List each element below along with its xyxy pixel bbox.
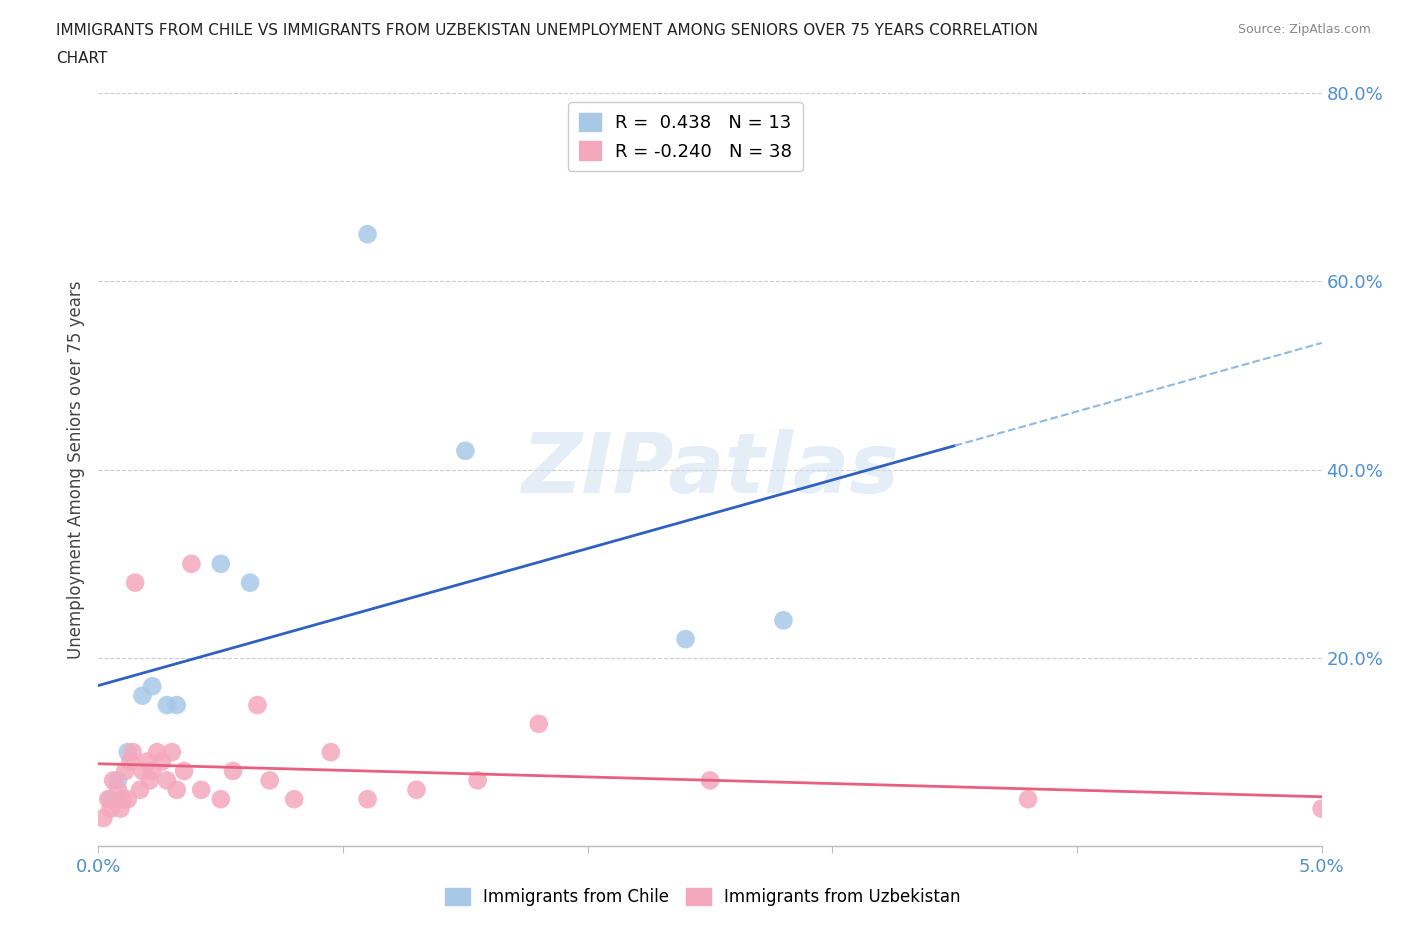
Point	[156, 698, 179, 712]
Point	[117, 745, 139, 760]
Text: CHART: CHART	[56, 51, 108, 66]
Point	[160, 745, 183, 760]
Point	[222, 764, 245, 778]
Point	[111, 791, 134, 806]
Point	[239, 575, 262, 591]
Point	[110, 802, 132, 817]
Point	[527, 716, 550, 731]
Point	[283, 791, 305, 806]
Point	[209, 791, 232, 806]
Y-axis label: Unemployment Among Seniors over 75 years: Unemployment Among Seniors over 75 years	[66, 281, 84, 658]
Point	[454, 444, 477, 458]
Point	[117, 791, 139, 806]
Point	[139, 773, 162, 788]
Point	[100, 791, 122, 806]
Point	[136, 754, 159, 769]
Text: ZIPatlas: ZIPatlas	[522, 429, 898, 511]
Point	[101, 773, 124, 788]
Point	[1310, 802, 1333, 817]
Point	[141, 679, 163, 694]
Point	[131, 688, 153, 703]
Text: Source: ZipAtlas.com: Source: ZipAtlas.com	[1237, 23, 1371, 36]
Point	[131, 764, 153, 778]
Legend: Immigrants from Chile, Immigrants from Uzbekistan: Immigrants from Chile, Immigrants from U…	[439, 881, 967, 912]
Point	[356, 791, 378, 806]
Point	[150, 754, 173, 769]
Point	[107, 773, 129, 788]
Point	[772, 613, 794, 628]
Point	[1017, 791, 1039, 806]
Point	[173, 764, 195, 778]
Point	[246, 698, 269, 712]
Text: IMMIGRANTS FROM CHILE VS IMMIGRANTS FROM UZBEKISTAN UNEMPLOYMENT AMONG SENIORS O: IMMIGRANTS FROM CHILE VS IMMIGRANTS FROM…	[56, 23, 1038, 38]
Legend: R =  0.438   N = 13, R = -0.240   N = 38: R = 0.438 N = 13, R = -0.240 N = 38	[568, 102, 803, 171]
Point	[356, 227, 378, 242]
Point	[107, 782, 129, 797]
Point	[166, 698, 188, 712]
Point	[141, 764, 163, 778]
Point	[114, 764, 136, 778]
Point	[129, 782, 152, 797]
Point	[209, 556, 232, 571]
Point	[467, 773, 489, 788]
Point	[675, 631, 697, 646]
Point	[166, 782, 188, 797]
Point	[699, 773, 721, 788]
Point	[259, 773, 281, 788]
Point	[156, 773, 179, 788]
Point	[100, 802, 122, 817]
Point	[180, 556, 202, 571]
Point	[146, 745, 169, 760]
Point	[319, 745, 342, 760]
Point	[124, 575, 146, 591]
Point	[121, 745, 143, 760]
Point	[91, 811, 114, 826]
Point	[97, 791, 120, 806]
Point	[120, 754, 142, 769]
Point	[405, 782, 427, 797]
Point	[190, 782, 212, 797]
